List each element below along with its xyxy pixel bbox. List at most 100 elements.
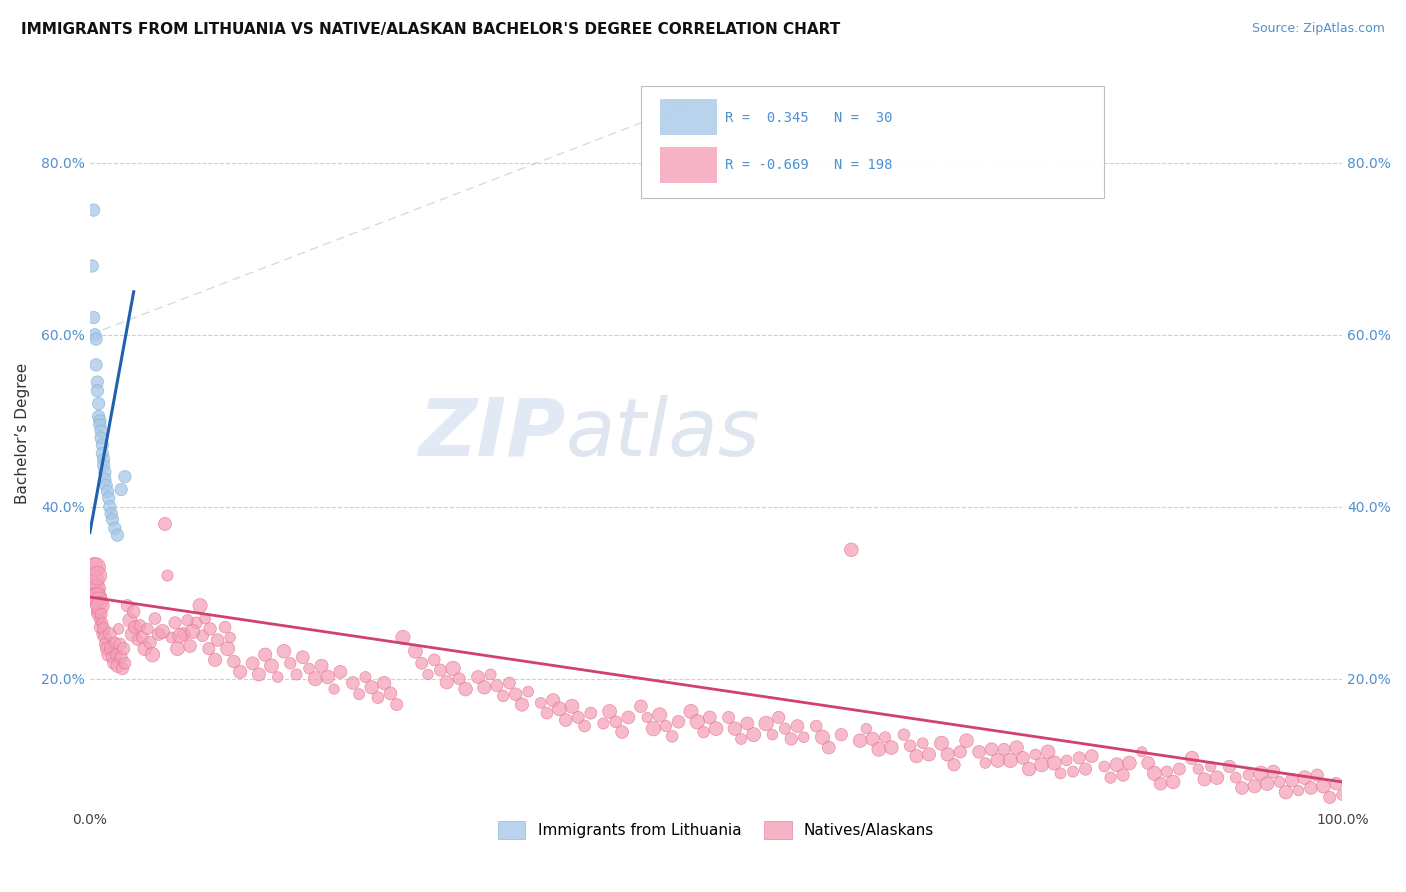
Point bbox=[91, 438, 114, 452]
Point bbox=[373, 676, 395, 690]
Point bbox=[247, 667, 270, 681]
Text: atlas: atlas bbox=[565, 394, 761, 473]
Point bbox=[105, 648, 128, 662]
Point bbox=[83, 582, 105, 596]
Point bbox=[498, 676, 520, 690]
Point bbox=[98, 627, 121, 641]
Point bbox=[875, 730, 897, 744]
Point bbox=[1294, 771, 1316, 785]
Point bbox=[1256, 777, 1278, 791]
Point bbox=[156, 568, 179, 582]
Point bbox=[298, 661, 321, 675]
Point bbox=[1000, 754, 1022, 768]
Point bbox=[548, 702, 571, 716]
Point bbox=[993, 742, 1015, 756]
FancyBboxPatch shape bbox=[641, 86, 1104, 198]
Point bbox=[169, 629, 191, 643]
Point bbox=[83, 310, 105, 325]
Point bbox=[90, 620, 112, 634]
Point bbox=[630, 699, 652, 714]
Point bbox=[472, 681, 495, 695]
Point bbox=[104, 521, 127, 535]
Point bbox=[1074, 762, 1097, 776]
Point bbox=[574, 719, 596, 733]
Point bbox=[449, 672, 471, 686]
Point bbox=[134, 641, 156, 656]
Point bbox=[143, 611, 166, 625]
Point bbox=[730, 731, 752, 746]
Point bbox=[1130, 745, 1153, 759]
Point bbox=[436, 675, 458, 690]
Point bbox=[817, 740, 839, 755]
Point bbox=[89, 414, 111, 428]
Point bbox=[86, 568, 108, 582]
Point bbox=[967, 745, 990, 759]
Point bbox=[1275, 785, 1298, 799]
Point bbox=[101, 650, 124, 665]
Point bbox=[316, 670, 339, 684]
Point bbox=[108, 637, 131, 651]
Point bbox=[117, 599, 139, 613]
Point bbox=[1150, 777, 1173, 791]
Point bbox=[1286, 783, 1309, 797]
Point bbox=[98, 500, 121, 514]
Point bbox=[87, 396, 110, 410]
Point bbox=[668, 714, 690, 729]
Point bbox=[105, 528, 128, 542]
Point bbox=[160, 631, 183, 645]
Point bbox=[1206, 771, 1229, 785]
Point bbox=[699, 710, 721, 724]
Point bbox=[229, 665, 252, 679]
Point bbox=[655, 719, 678, 733]
Point bbox=[1312, 779, 1334, 793]
Point bbox=[679, 705, 702, 719]
Point bbox=[479, 667, 502, 681]
Point bbox=[176, 613, 198, 627]
Point bbox=[311, 658, 333, 673]
Point bbox=[87, 607, 110, 622]
Point bbox=[1324, 777, 1347, 791]
Point bbox=[811, 730, 834, 744]
Point bbox=[323, 682, 346, 697]
Text: ZIP: ZIP bbox=[419, 394, 565, 473]
Legend: Immigrants from Lithuania, Natives/Alaskans: Immigrants from Lithuania, Natives/Alask… bbox=[492, 815, 941, 845]
Point bbox=[943, 757, 966, 772]
FancyBboxPatch shape bbox=[659, 98, 717, 135]
Point bbox=[955, 733, 977, 747]
Point bbox=[105, 658, 128, 673]
Point bbox=[96, 484, 118, 499]
Point bbox=[724, 722, 747, 736]
Point bbox=[118, 613, 141, 627]
Point bbox=[1105, 757, 1128, 772]
Point bbox=[101, 513, 124, 527]
Point bbox=[1099, 771, 1122, 785]
Point bbox=[1143, 766, 1166, 780]
Point bbox=[273, 644, 295, 658]
Point bbox=[773, 722, 796, 736]
Point bbox=[636, 710, 658, 724]
Point bbox=[806, 719, 828, 733]
FancyBboxPatch shape bbox=[659, 146, 717, 183]
Point bbox=[704, 722, 727, 736]
Point bbox=[87, 409, 110, 424]
Point bbox=[880, 740, 903, 755]
Point bbox=[849, 733, 872, 747]
Point bbox=[579, 706, 602, 721]
Point bbox=[93, 452, 115, 467]
Point bbox=[153, 516, 176, 531]
Point bbox=[100, 507, 122, 521]
Point bbox=[1263, 764, 1285, 779]
Point bbox=[931, 736, 953, 750]
Point bbox=[648, 707, 671, 722]
Point bbox=[89, 613, 111, 627]
Point bbox=[561, 699, 583, 714]
Point bbox=[354, 670, 377, 684]
Point bbox=[1137, 756, 1160, 770]
Point bbox=[329, 665, 352, 679]
Point bbox=[84, 358, 107, 372]
Point bbox=[423, 653, 446, 667]
Point bbox=[141, 648, 163, 662]
Point bbox=[467, 670, 489, 684]
Point bbox=[541, 693, 564, 707]
Point bbox=[83, 327, 105, 342]
